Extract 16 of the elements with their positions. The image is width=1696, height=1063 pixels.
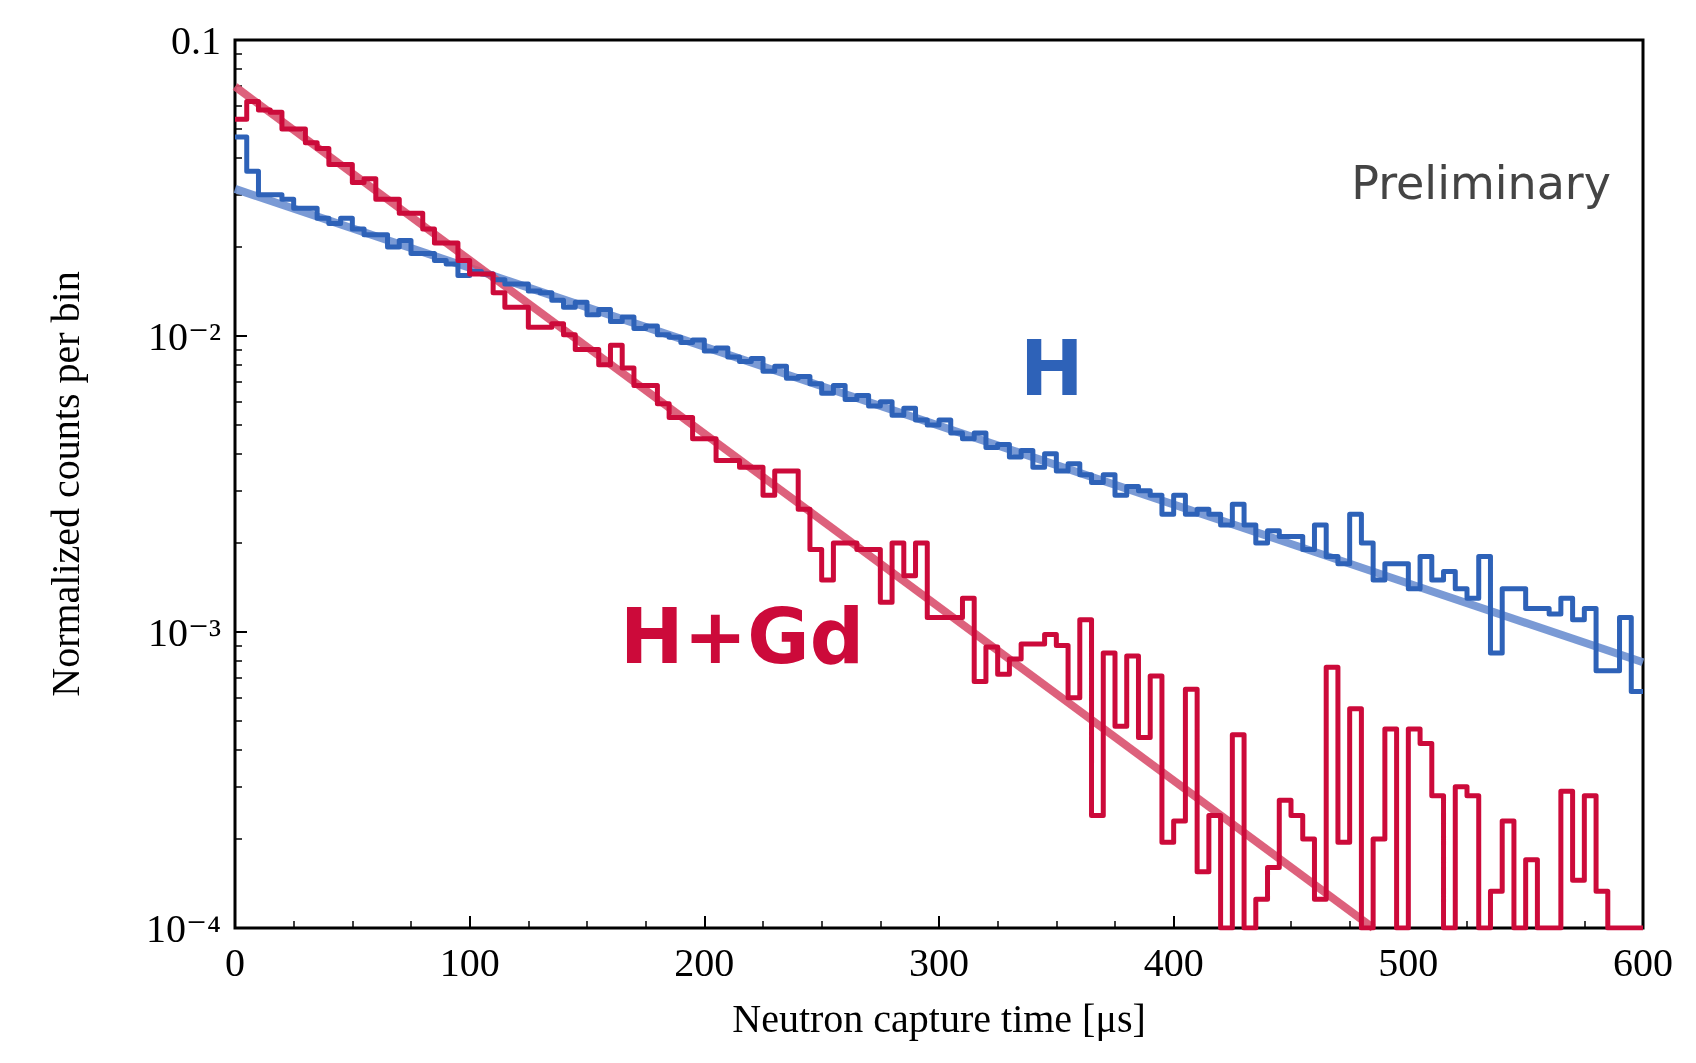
annotation: H+Gd <box>620 591 865 681</box>
x-axis-title: Neutron capture time [μs] <box>732 995 1146 1041</box>
annotation: H <box>1020 323 1084 413</box>
y-tick-label: 10⁻³ <box>147 609 221 655</box>
x-tick-label: 200 <box>674 939 735 985</box>
x-tick-label: 0 <box>225 939 245 985</box>
y-tick-label: 10⁻² <box>147 313 221 359</box>
x-tick-label: 500 <box>1378 939 1439 985</box>
x-tick-label: 400 <box>1143 939 1204 985</box>
x-tick-label: 600 <box>1613 939 1673 985</box>
y-axis-title: Normalized counts per bin <box>42 271 88 697</box>
x-tick-label: 100 <box>439 939 500 985</box>
annotation: Preliminary <box>1351 156 1611 210</box>
x-tick-label: 300 <box>909 939 969 985</box>
y-tick-label: 0.1 <box>171 17 221 63</box>
y-tick-label: 10⁻⁴ <box>145 905 221 951</box>
